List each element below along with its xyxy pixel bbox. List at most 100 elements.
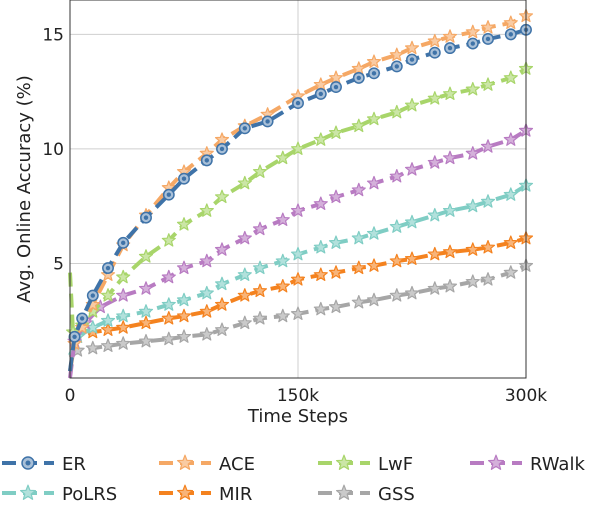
data-point-gss (503, 265, 518, 279)
data-point-polrs (480, 194, 496, 208)
data-point-rwalk (290, 203, 306, 217)
data-point-polrs (199, 285, 214, 300)
data-point-mir (237, 288, 252, 302)
data-point-lwf (328, 125, 344, 139)
data-point-rwalk (237, 230, 252, 245)
data-point-er-center (219, 146, 225, 152)
legend-label: RWalk (530, 454, 585, 475)
legend-marker (19, 484, 37, 500)
data-point-rwalk (116, 288, 131, 302)
data-point-ace (351, 61, 366, 75)
data-point-er-center (318, 91, 323, 97)
data-point-er-center (409, 57, 415, 62)
data-point-rwalk (161, 269, 176, 284)
data-point-gss (480, 272, 496, 286)
data-point-polrs (214, 276, 230, 291)
data-point-rwalk (199, 253, 214, 268)
legend-item-er: ER (2, 454, 86, 475)
data-point-ace (465, 24, 480, 39)
legend-label: LwF (378, 454, 413, 475)
series-polrs (68, 178, 534, 356)
data-point-polrs (404, 214, 420, 229)
data-point-er-center (105, 265, 111, 271)
data-point-polrs (116, 308, 131, 323)
data-point-er-center (242, 126, 247, 131)
data-point-lwf (313, 132, 328, 146)
data-point-rwalk (138, 281, 154, 295)
legend-item-lwf: LwF (318, 454, 413, 475)
data-point-lwf (214, 189, 230, 204)
data-point-gss (138, 333, 154, 348)
data-point-polrs (427, 207, 442, 222)
data-point-rwalk (328, 189, 344, 204)
data-point-lwf (389, 104, 404, 119)
series-mir (68, 230, 534, 346)
data-point-mir (366, 258, 382, 272)
data-point-gss (427, 281, 442, 295)
data-point-lwf (161, 233, 176, 247)
data-point-ace (503, 15, 518, 30)
data-point-er-center (485, 36, 491, 42)
data-point-rwalk (366, 175, 382, 190)
data-point-rwalk (351, 182, 366, 197)
plot-frame (69, 0, 527, 379)
data-point-er-center (447, 45, 453, 51)
data-point-mir (389, 253, 404, 268)
data-point-polrs (351, 230, 366, 245)
data-point-mir (290, 272, 306, 286)
data-point-gss (351, 295, 366, 309)
data-point-mir (427, 246, 442, 261)
data-point-er-center (356, 75, 361, 81)
data-point-er-center (72, 334, 77, 339)
x-axis-label: Time Steps (247, 406, 348, 427)
data-point-er-center (470, 41, 475, 46)
data-point-lwf (199, 203, 214, 217)
data-point-lwf (427, 91, 442, 105)
data-point-lwf (252, 164, 268, 178)
data-point-gss (404, 285, 420, 300)
legend-label: PoLRS (62, 484, 117, 504)
data-point-polrs (389, 219, 404, 233)
data-point-lwf (503, 70, 518, 84)
legend-label: GSS (378, 484, 415, 504)
series-rwalk (67, 123, 534, 378)
data-point-mir (100, 322, 116, 336)
legend-item-rwalk: RWalk (470, 454, 585, 475)
data-point-rwalk (480, 139, 496, 153)
data-point-lwf (237, 175, 252, 190)
data-point-lwf (480, 77, 496, 91)
data-point-er-center (166, 192, 171, 197)
data-point-gss (85, 340, 100, 355)
data-point-polrs (161, 297, 176, 311)
data-point-mir (465, 242, 480, 256)
data-point-mir (313, 267, 328, 282)
data-point-er-center (295, 100, 301, 106)
data-point-mir (351, 260, 366, 275)
data-point-mir (138, 315, 154, 330)
data-point-rwalk (427, 155, 442, 169)
data-point-polrs (313, 240, 328, 254)
data-point-rwalk (313, 196, 328, 210)
legend-label: ER (62, 454, 86, 475)
series-layer (65, 8, 534, 378)
data-point-polrs (465, 198, 480, 213)
data-point-lwf (275, 150, 290, 165)
legend-marker (335, 454, 353, 470)
data-point-gss (465, 274, 480, 288)
data-point-gss (116, 336, 131, 350)
data-point-er-center (432, 50, 437, 55)
data-point-lwf (138, 249, 154, 263)
data-point-ace (328, 70, 344, 84)
data-point-lwf (404, 97, 420, 112)
series-lwf (65, 61, 534, 339)
data-point-gss (328, 299, 344, 314)
data-point-mir (199, 304, 214, 318)
data-point-rwalk (465, 146, 480, 160)
data-point-mir (116, 320, 131, 334)
data-point-mir (503, 235, 518, 249)
legend-marker (176, 454, 194, 470)
legend-item-ace: ACE (159, 454, 255, 475)
data-point-polrs (252, 260, 268, 275)
